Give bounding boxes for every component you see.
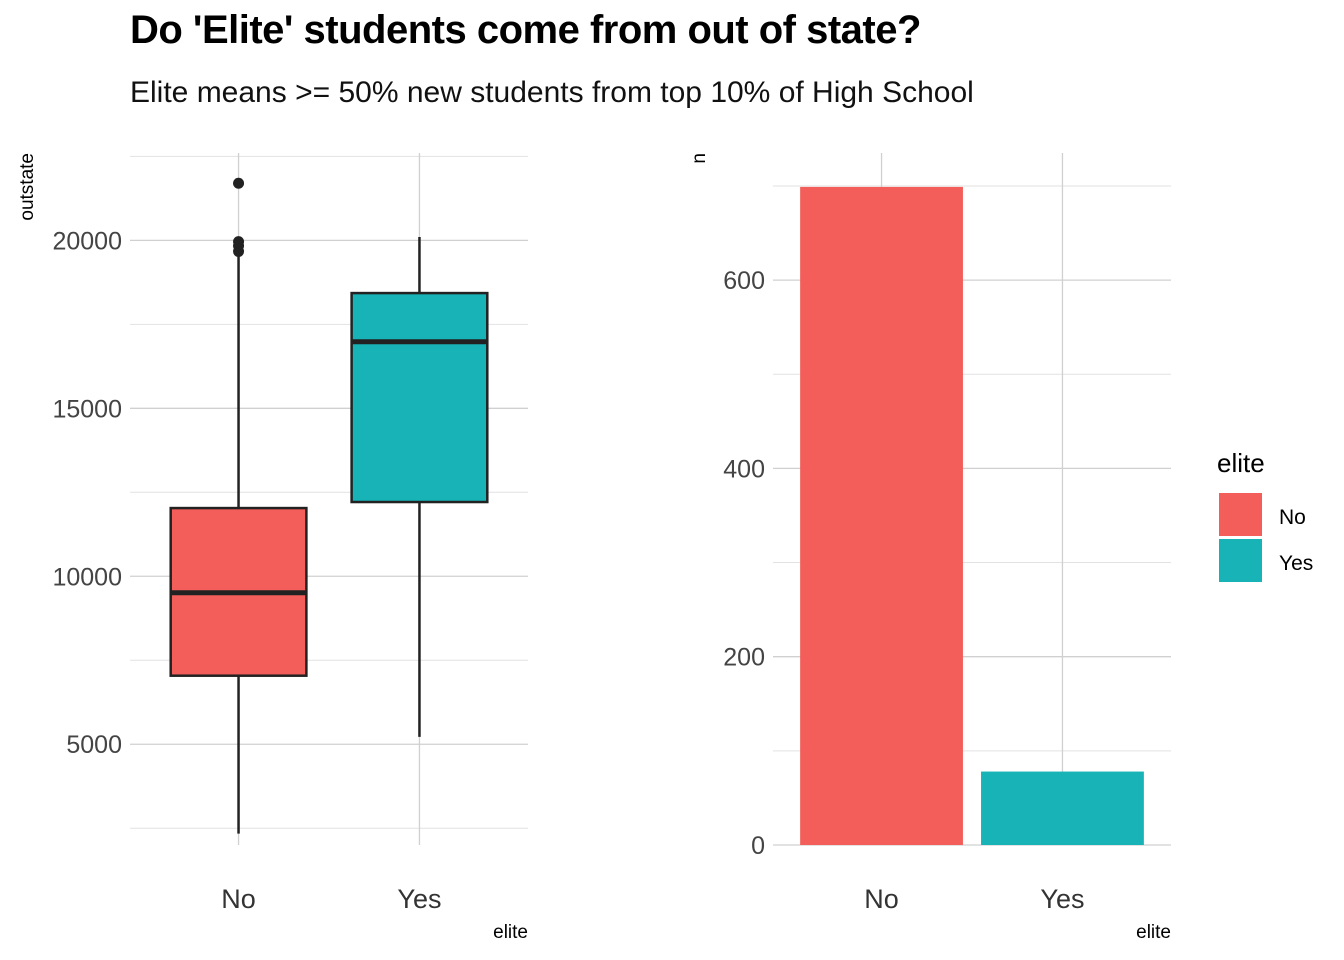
- y-tick-label: 20000: [52, 227, 122, 255]
- y-tick-label: 5000: [66, 731, 122, 759]
- outlier-point-no: [233, 236, 245, 248]
- legend-label-yes: Yes: [1279, 552, 1313, 575]
- bar-marks: [800, 186, 1144, 846]
- y-tick-label: 200: [723, 644, 765, 672]
- bar-yes: [981, 771, 1144, 845]
- outlier-point-no: [233, 177, 245, 189]
- legend: elite No Yes: [1217, 448, 1313, 582]
- box-yes: [350, 291, 489, 504]
- y-tick-label: 400: [723, 455, 765, 483]
- bar-no: [800, 186, 963, 846]
- x-tick-label: Yes: [397, 884, 441, 914]
- boxplot-x-axis-title: elite: [493, 922, 528, 943]
- y-tick-label: 10000: [52, 563, 122, 591]
- y-tick-label: 15000: [52, 395, 122, 423]
- bar-panel: 0 200 400 600 No Yes elite n: [689, 153, 1171, 943]
- boxplot-panel: 5000 10000 15000 20000 No Yes elite outstate: [17, 153, 528, 943]
- bar-x-axis-title: elite: [1136, 922, 1171, 943]
- legend-label-no: No: [1279, 506, 1306, 529]
- legend-title: elite: [1217, 448, 1265, 478]
- bar-tick-labels: 0 200 400 600 No Yes: [723, 267, 1084, 914]
- x-tick-label: No: [864, 884, 899, 914]
- chart-title: Do 'Elite' students come from out of sta…: [130, 8, 921, 52]
- boxplot-marks: [169, 177, 489, 834]
- bar-y-axis-title: n: [689, 153, 710, 164]
- y-tick-label: 0: [751, 832, 765, 860]
- boxplot-y-axis-title: outstate: [17, 153, 38, 221]
- x-tick-label: No: [221, 884, 256, 914]
- legend-swatch-no: [1219, 493, 1262, 536]
- legend-swatch-yes: [1219, 539, 1262, 582]
- x-tick-label: Yes: [1040, 884, 1084, 914]
- chart-subtitle: Elite means >= 50% new students from top…: [130, 76, 974, 109]
- y-tick-label: 600: [723, 267, 765, 295]
- boxplot-tick-labels: 5000 10000 15000 20000 No Yes: [52, 227, 441, 914]
